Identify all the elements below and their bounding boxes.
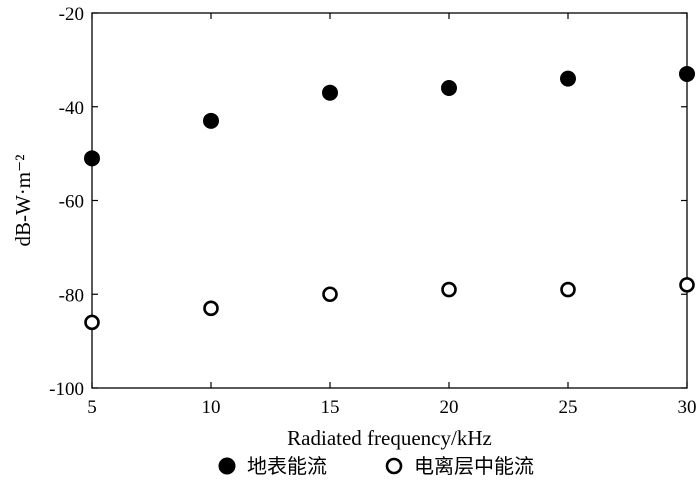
x-tick-label: 15: [321, 397, 340, 418]
x-tick-label: 25: [559, 397, 578, 418]
open-point: [560, 281, 576, 298]
x-tick-label: 5: [87, 397, 97, 418]
filled-point: [322, 84, 338, 101]
open-point: [441, 281, 457, 298]
y-tick-label: -20: [59, 4, 84, 25]
y-tick-label: -100: [49, 379, 84, 400]
y-tick-label: -60: [59, 192, 84, 213]
legend-marker: [218, 457, 236, 475]
y-tick-label: -80: [59, 285, 84, 306]
legend-marker: [385, 457, 403, 475]
x-tick-label: 30: [678, 397, 697, 418]
open-point: [84, 314, 100, 331]
open-point: [679, 277, 695, 293]
plot-axes: [91, 12, 688, 389]
tick-marks: [91, 12, 688, 389]
x-axis-label: Radiated frequency/kHz: [287, 426, 492, 450]
open-point: [322, 286, 338, 303]
filled-point: [679, 65, 695, 82]
data-points: [84, 65, 695, 331]
open-point: [203, 300, 219, 317]
x-tick-label: 10: [202, 397, 221, 418]
tick-labels: 5 10 15 20 25 30 -20 -40 -60 -80 -100: [49, 4, 696, 418]
legend: 地表能流 电离层中能流: [218, 454, 534, 478]
legend-label: 地表能流: [247, 454, 327, 478]
filled-point: [560, 70, 576, 87]
y-axis-label: dB-W·m⁻²: [11, 154, 35, 246]
filled-point: [203, 112, 219, 129]
plot-frame: [91, 12, 688, 389]
y-tick-label: -40: [59, 98, 84, 119]
x-tick-label: 20: [440, 397, 459, 418]
legend-label: 电离层中能流: [414, 454, 534, 478]
filled-point: [84, 150, 100, 167]
filled-point: [441, 80, 457, 96]
